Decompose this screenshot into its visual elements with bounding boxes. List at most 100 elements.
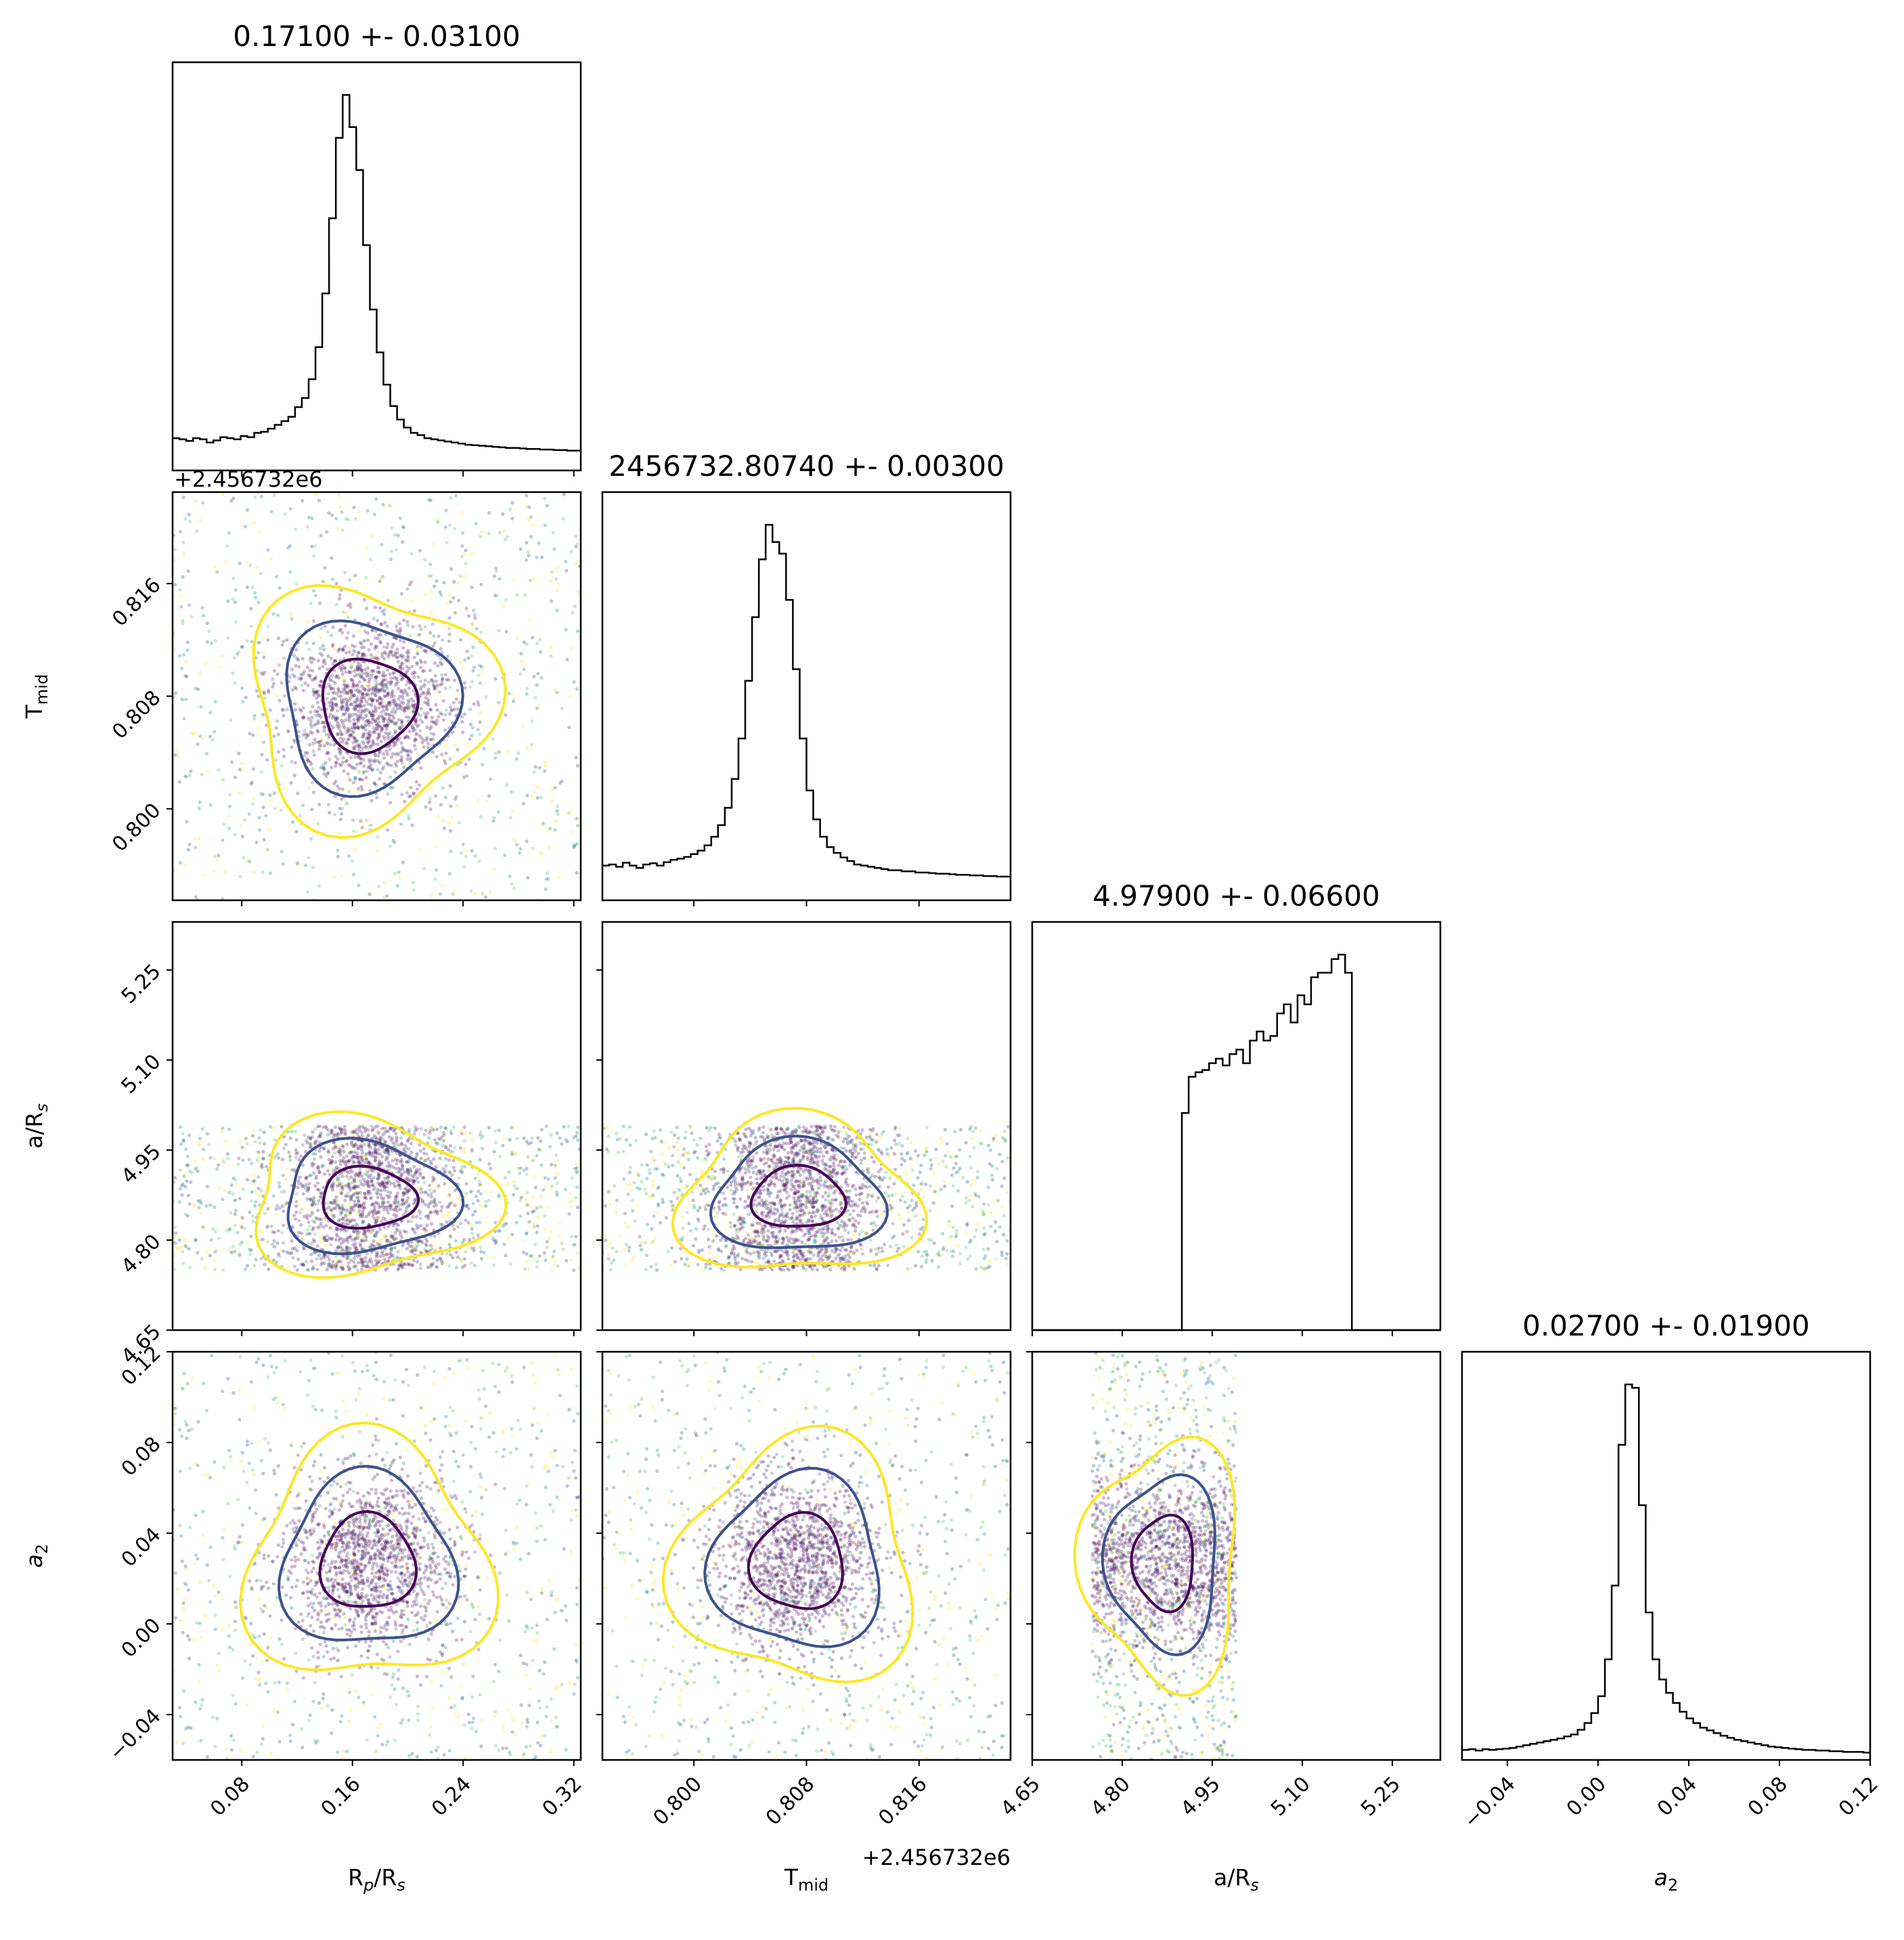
scatter-point [257,1175,261,1179]
scatter-point [322,1146,326,1150]
scatter-point [515,843,519,847]
scatter-point [354,1204,358,1208]
scatter-point [201,1225,205,1229]
scatter-point [366,741,370,745]
scatter-point [426,1214,430,1218]
scatter-point [428,737,433,742]
scatter-point [415,724,420,728]
scatter-point [398,666,402,670]
scatter-point [536,704,540,708]
scatter-point [374,707,378,711]
scatter-point [518,547,523,551]
scatter-point [342,1229,347,1233]
scatter-point [363,1264,368,1269]
scatter-point [414,1170,418,1174]
scatter-point [371,713,375,718]
scatter-point [445,1212,449,1217]
scatter-point [487,531,491,535]
scatter-point [348,689,352,693]
scatter-point [407,656,411,660]
scatter-point [322,772,326,776]
scatter-point [357,1158,361,1162]
scatter-point [495,594,499,598]
scatter-point [406,1219,410,1224]
scatter-point [550,1255,554,1259]
scatter-point [426,745,430,749]
scatter-point [441,1143,445,1147]
scatter-point [447,632,451,636]
scatter-point [328,1212,332,1216]
scatter-point [279,1190,283,1194]
scatter-point [304,751,308,755]
scatter-point [573,843,577,847]
scatter-point [355,1172,359,1176]
scatter-point [430,714,435,719]
scatter-point [860,1191,864,1195]
scatter-point [358,714,362,719]
scatter-point [333,1145,337,1149]
scatter-point [376,1172,380,1176]
scatter-point [354,706,358,710]
scatter-point [430,894,434,898]
scatter-point [234,588,238,592]
scatter-point [326,772,330,776]
scatter-point [294,1192,298,1196]
scatter-point [416,1241,420,1245]
scatter-point [340,705,344,709]
scatter-point [415,1214,419,1218]
scatter-point [389,1203,393,1208]
scatter-point [380,652,384,656]
scatter-point [370,1252,374,1257]
scatter-point [358,1204,362,1208]
scatter-point [376,1192,380,1196]
scatter-point [523,1266,527,1271]
scatter-point [372,713,376,718]
scatter-point [423,701,427,705]
scatter-point [738,1139,742,1143]
scatter-point [331,697,336,701]
scatter-point [419,645,423,649]
scatter-point [761,1202,766,1206]
scatter-point [451,1125,456,1129]
scatter-point [407,1188,412,1192]
scatter-point [704,1159,708,1163]
scatter-point [391,1128,395,1132]
scatter-point [397,1264,401,1268]
scatter-point [357,680,361,684]
scatter-point [443,1170,447,1174]
scatter-point [242,1187,246,1191]
scatter-point [365,1157,369,1161]
scatter-point [350,664,354,668]
scatter-point [355,1151,359,1155]
scatter-point [719,1249,723,1253]
scatter-point [740,1177,745,1181]
scatter-point [351,1143,355,1147]
scatter-point [785,1252,789,1256]
scatter-point [422,1190,426,1194]
scatter-point [386,1129,390,1133]
scatter-point [398,1183,402,1188]
scatter-point [359,695,363,699]
scatter-point [299,709,303,713]
scatter-point [317,802,322,807]
scatter-point [429,708,433,712]
scatter-point [196,1251,200,1255]
scatter-point [330,1130,334,1134]
scatter-point [311,1237,315,1242]
scatter-point [453,527,457,531]
scatter-point [397,753,401,757]
scatter-point [395,703,399,707]
scatter-point [528,578,533,583]
scatter-point [382,1185,386,1189]
scatter-point [474,1220,479,1225]
scatter-point [868,1137,872,1141]
scatter-point [570,1199,574,1203]
scatter-point [280,707,284,711]
scatter-point [259,1128,263,1132]
scatter-point [451,1202,456,1206]
scatter-point [309,1145,313,1149]
scatter-point [419,627,423,632]
scatter-point [404,671,408,675]
scatter-point [376,768,380,772]
scatter-point [465,741,469,745]
